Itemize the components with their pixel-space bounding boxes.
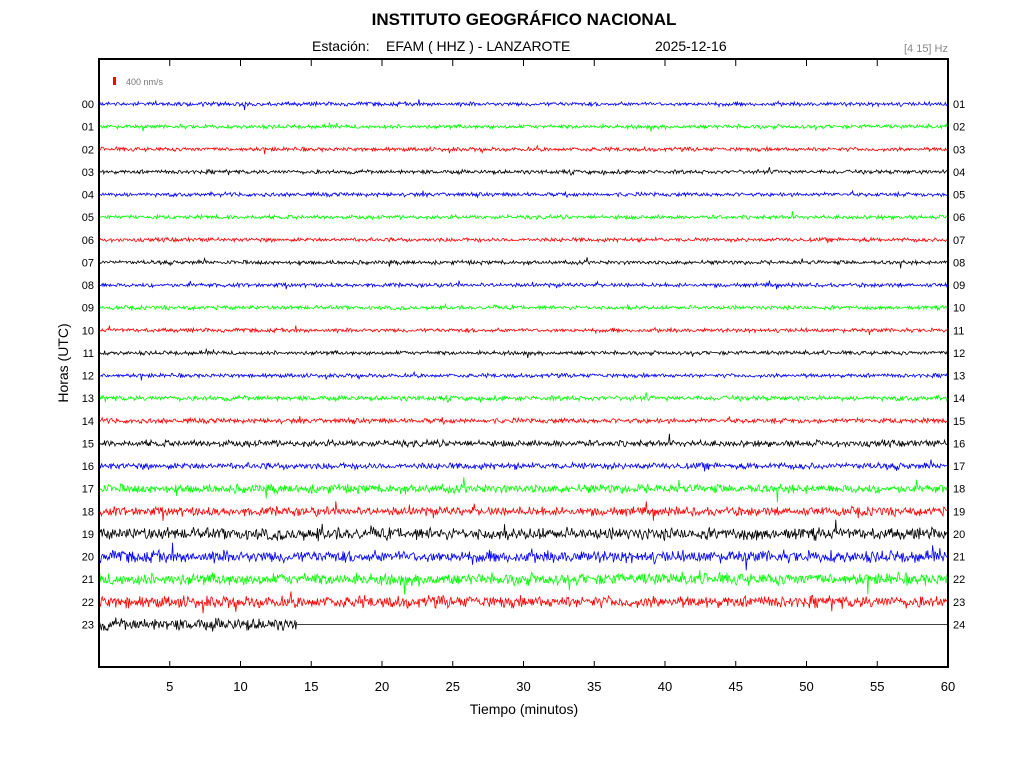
trace-hour-17 (98, 477, 949, 503)
trace-hour-20 (98, 542, 948, 571)
y-axis-label: Horas (UTC) (55, 323, 71, 402)
left-hour-label: 15 (82, 438, 94, 450)
trace-hour-02 (98, 144, 949, 155)
right-hour-label: 18 (953, 484, 965, 496)
right-hour-label: 24 (953, 619, 965, 631)
right-hour-label: 14 (953, 393, 965, 405)
left-hour-label: 05 (82, 212, 94, 224)
x-axis-label: Tiempo (minutos) (470, 701, 578, 717)
left-hour-label: 18 (82, 506, 94, 518)
right-hour-label: 15 (953, 416, 965, 428)
trace-hour-10 (98, 325, 949, 335)
trace-hour-22 (98, 591, 948, 614)
left-hour-label: 16 (82, 461, 94, 473)
x-tick-label: 60 (941, 679, 955, 694)
right-hour-label: 02 (953, 122, 965, 134)
left-hour-label: 06 (82, 235, 94, 247)
trace-hour-16 (98, 459, 949, 472)
scale-label: 400 nm/s (126, 77, 164, 87)
trace-hour-04 (98, 189, 949, 199)
left-hour-label: 02 (82, 144, 94, 156)
x-tick-label: 15 (304, 679, 318, 694)
right-hour-label: 07 (953, 235, 965, 247)
x-tick-label: 10 (233, 679, 247, 694)
trace-hour-14 (98, 415, 948, 426)
right-hour-label: 19 (953, 506, 965, 518)
left-hour-label: 03 (82, 167, 94, 179)
filter-band: [4 15] Hz (904, 43, 948, 55)
left-hour-label: 08 (82, 280, 94, 292)
right-hour-label: 17 (953, 461, 965, 473)
trace-hour-12 (98, 370, 948, 381)
trace-hour-21 (98, 569, 949, 595)
right-hour-label: 05 (953, 190, 965, 202)
x-tick-label: 25 (446, 679, 460, 694)
left-hour-label: 19 (82, 529, 94, 541)
x-axis-ticks: 5 10 15 20 25 30 35 40 45 50 55 60 (166, 60, 955, 694)
trace-hour-01 (98, 121, 949, 132)
right-hour-label: 10 (953, 303, 965, 315)
left-hour-label: 17 (82, 484, 94, 496)
right-hour-labels: 01 02 03 04 05 06 07 08 09 10 11 12 13 14 15 16 17 18 19 20… (953, 99, 965, 631)
right-hour-label: 04 (953, 167, 965, 179)
x-tick-label: 45 (729, 679, 743, 694)
trace-hour-03 (98, 167, 949, 177)
left-hour-label: 11 (83, 348, 94, 360)
chart-title: INSTITUTO GEOGRÁFICO NACIONAL (372, 10, 677, 29)
left-hour-label: 00 (82, 99, 94, 111)
station-name: EFAM ( HHZ ) - LANZAROTE (386, 38, 570, 54)
left-hour-label: 10 (82, 325, 94, 337)
trace-hour-13 (98, 392, 949, 404)
station-prefix: Estación: (312, 38, 370, 54)
x-tick-label: 30 (516, 679, 530, 694)
trace-hour-11 (98, 347, 949, 359)
right-hour-label: 20 (953, 529, 965, 541)
scale-bar (113, 77, 116, 85)
left-hour-label: 07 (82, 257, 94, 269)
left-hour-label: 23 (82, 619, 94, 631)
right-hour-label: 08 (953, 257, 965, 269)
trace-hour-19 (98, 519, 949, 542)
seismic-traces (98, 99, 949, 632)
chart-date: 2025-12-16 (655, 38, 727, 54)
x-tick-label: 35 (587, 679, 601, 694)
left-hour-labels: 00 01 02 03 04 05 06 07 08 09 10 11 12 13 14 15 16 17 18 19… (82, 99, 94, 631)
x-tick-label: 5 (166, 679, 173, 694)
right-hour-label: 06 (953, 212, 965, 224)
left-hour-label: 09 (82, 303, 94, 315)
trace-hour-15 (98, 433, 949, 449)
left-hour-label: 04 (82, 190, 94, 202)
right-hour-label: 01 (953, 99, 965, 111)
x-tick-label: 55 (870, 679, 884, 694)
x-tick-label: 40 (658, 679, 672, 694)
trace-hour-07 (98, 256, 949, 269)
left-hour-label: 12 (82, 371, 94, 383)
left-hour-label: 13 (82, 393, 94, 405)
right-hour-label: 16 (953, 438, 965, 450)
left-hour-label: 14 (82, 416, 94, 428)
left-hour-label: 20 (82, 552, 94, 564)
right-hour-label: 21 (953, 552, 965, 564)
right-hour-label: 09 (953, 280, 965, 292)
x-tick-label: 20 (375, 679, 389, 694)
left-hour-label: 22 (82, 597, 94, 609)
right-hour-label: 22 (953, 574, 965, 586)
right-hour-label: 12 (953, 348, 965, 360)
trace-hour-05 (98, 211, 949, 221)
right-hour-label: 03 (953, 144, 965, 156)
trace-hour-23 (98, 617, 297, 632)
trace-hour-08 (98, 280, 948, 290)
right-hour-label: 23 (953, 597, 965, 609)
left-hour-label: 21 (82, 574, 94, 586)
left-hour-label: 01 (82, 122, 94, 134)
x-tick-label: 50 (799, 679, 813, 694)
trace-hour-09 (98, 302, 949, 312)
right-hour-label: 13 (953, 371, 965, 383)
trace-hour-06 (98, 236, 949, 244)
trace-hour-00 (98, 99, 949, 111)
right-hour-label: 11 (953, 325, 964, 337)
trace-hour-18 (98, 501, 949, 521)
